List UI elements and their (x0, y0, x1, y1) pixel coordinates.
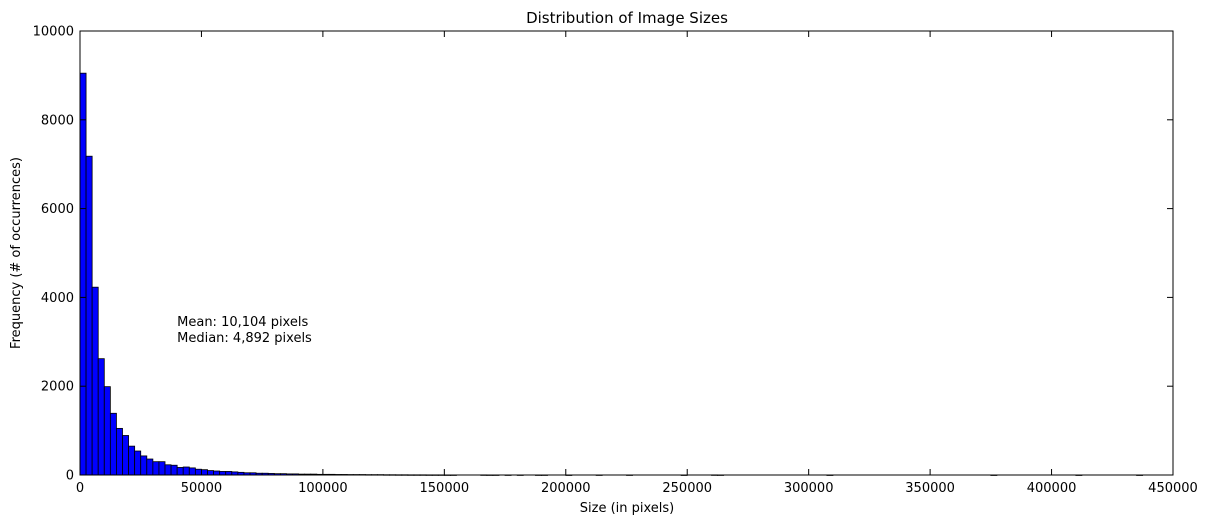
plot-frame (79, 30, 1174, 476)
histogram-bar (140, 455, 148, 476)
y-tick-label: 2000 (41, 380, 74, 395)
y-tick-label: 10000 (33, 25, 74, 40)
histogram-bar (158, 461, 166, 476)
histogram-bar (182, 466, 190, 476)
histogram-bar (103, 386, 111, 476)
histogram-bar (213, 470, 221, 476)
x-axis-label: Size (in pixels) (580, 501, 675, 516)
histogram-bar (176, 467, 184, 476)
x-tick-label: 0 (76, 481, 84, 496)
x-tick-label: 400000 (1027, 481, 1077, 496)
histogram-bar (201, 469, 208, 476)
histogram-bar (194, 468, 202, 476)
x-tick-label: 300000 (784, 481, 834, 496)
x-tick-label: 200000 (541, 481, 591, 496)
histogram-bar (219, 471, 227, 476)
histogram-bar (207, 470, 214, 476)
histogram-bar (109, 412, 117, 476)
x-tick-label: 350000 (905, 481, 955, 496)
histogram-bar (79, 72, 87, 476)
y-tick-label: 4000 (41, 291, 74, 306)
x-tick-label: 450000 (1148, 481, 1198, 496)
histogram-bar (97, 358, 105, 476)
histogram-bar (85, 155, 93, 476)
y-tick-label: 6000 (41, 202, 74, 217)
y-tick-label: 8000 (41, 113, 74, 128)
histogram-bar (170, 464, 178, 476)
histogram-bar (122, 435, 129, 476)
x-tick-label: 100000 (298, 481, 348, 496)
histogram-bar (116, 427, 123, 476)
histogram-bar (128, 445, 136, 476)
annotation-line: Mean: 10,104 pixels (177, 315, 308, 330)
histogram-bar (188, 467, 196, 476)
histogram-bar (146, 458, 154, 476)
histogram-bar (134, 450, 142, 476)
x-axis-ticks: 0 50000 100000 150000 200000 250000 300000 3500… (76, 31, 1198, 496)
y-axis-label: Frequency (# of occurrences) (9, 157, 24, 349)
histogram-bar (225, 471, 233, 476)
histogram-bars (79, 72, 1144, 476)
chart-title: Distribution of Image Sizes (526, 9, 728, 27)
histogram-bar (91, 286, 99, 476)
x-tick-label: 250000 (662, 481, 712, 496)
x-tick-label: 50000 (181, 481, 222, 496)
histogram-bar (152, 461, 160, 476)
histogram-bar (164, 464, 172, 476)
y-axis-ticks: 0 2000 4000 6000 8000 10000 (33, 25, 1173, 484)
x-tick-label: 150000 (420, 481, 470, 496)
annotation-line: Median: 4,892 pixels (177, 331, 312, 346)
y-tick-label: 0 (66, 469, 74, 484)
